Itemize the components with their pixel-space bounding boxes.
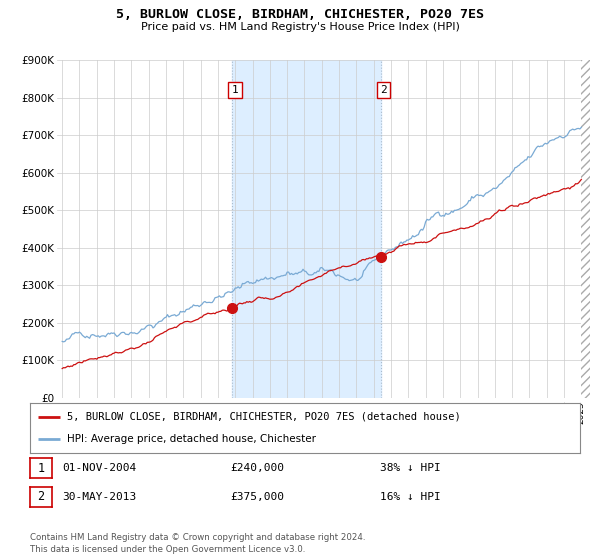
Text: HPI: Average price, detached house, Chichester: HPI: Average price, detached house, Chic…	[67, 434, 316, 444]
Text: This data is licensed under the Open Government Licence v3.0.: This data is licensed under the Open Gov…	[30, 545, 305, 554]
Text: 1: 1	[37, 461, 44, 474]
Text: 30-MAY-2013: 30-MAY-2013	[62, 492, 136, 502]
Text: 1: 1	[232, 85, 238, 95]
Text: £240,000: £240,000	[230, 463, 284, 473]
Bar	[581, 60, 599, 398]
Text: 01-NOV-2004: 01-NOV-2004	[62, 463, 136, 473]
Text: 5, BURLOW CLOSE, BIRDHAM, CHICHESTER, PO20 7ES (detached house): 5, BURLOW CLOSE, BIRDHAM, CHICHESTER, PO…	[67, 412, 461, 422]
Text: 38% ↓ HPI: 38% ↓ HPI	[380, 463, 441, 473]
Text: £375,000: £375,000	[230, 492, 284, 502]
Text: Price paid vs. HM Land Registry's House Price Index (HPI): Price paid vs. HM Land Registry's House …	[140, 22, 460, 32]
Text: 2: 2	[37, 491, 44, 503]
Bar	[232, 60, 381, 398]
Text: Contains HM Land Registry data © Crown copyright and database right 2024.: Contains HM Land Registry data © Crown c…	[30, 533, 365, 542]
Text: 16% ↓ HPI: 16% ↓ HPI	[380, 492, 441, 502]
Text: 2: 2	[380, 85, 387, 95]
Text: 5, BURLOW CLOSE, BIRDHAM, CHICHESTER, PO20 7ES: 5, BURLOW CLOSE, BIRDHAM, CHICHESTER, PO…	[116, 8, 484, 21]
